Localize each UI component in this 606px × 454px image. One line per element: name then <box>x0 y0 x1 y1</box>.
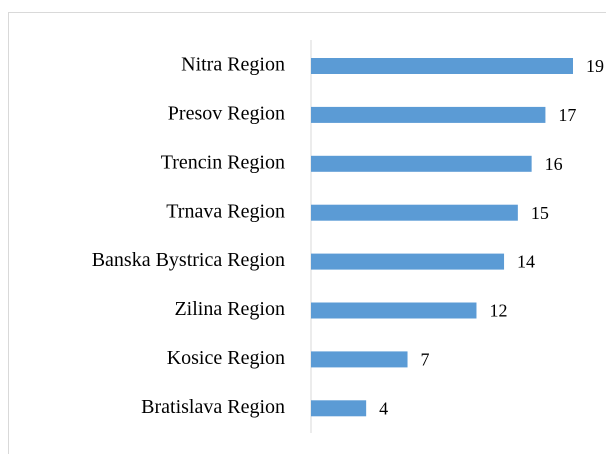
value-label: 17 <box>558 105 576 125</box>
value-label: 7 <box>421 350 430 370</box>
bar <box>311 351 408 368</box>
category-label: Bratislava Region <box>141 396 285 418</box>
category-label: Presov Region <box>168 102 285 124</box>
bar <box>311 253 505 270</box>
category-label: Nitra Region <box>181 54 285 76</box>
value-label: 14 <box>517 252 535 272</box>
value-label: 12 <box>489 301 507 321</box>
bar <box>311 106 546 123</box>
value-label: 19 <box>586 56 604 76</box>
category-label: Zilina Region <box>174 298 285 320</box>
category-label: Trnava Region <box>166 200 285 222</box>
bar <box>311 302 477 319</box>
category-label: Trencin Region <box>161 151 285 173</box>
bar <box>311 204 518 221</box>
chart-border <box>8 12 606 454</box>
value-label: 15 <box>531 203 549 223</box>
bar <box>311 58 573 74</box>
category-label: Banska Bystrica Region <box>92 249 285 271</box>
bar <box>311 155 532 172</box>
category-label: Kosice Region <box>167 347 285 369</box>
bar <box>311 400 367 417</box>
value-label: 4 <box>379 398 388 418</box>
value-label: 16 <box>545 154 563 174</box>
